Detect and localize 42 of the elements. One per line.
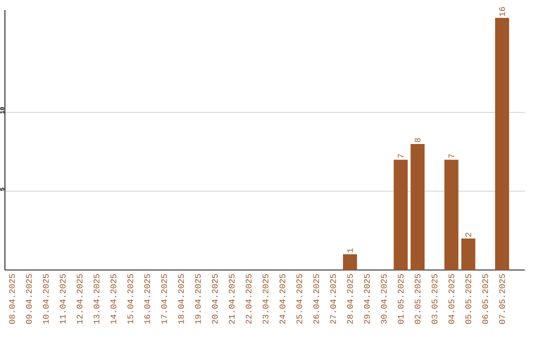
x-tick-label: 17.04.2025 [161,274,167,324]
bar [410,144,425,270]
x-tick-label: 15.04.2025 [127,274,134,324]
data-label: 16 [499,7,505,16]
x-tick-label: 10.04.2025 [42,274,49,324]
x-tick-label: 08.04.2025 [9,274,15,324]
x-tick-label: 03.05.2025 [432,274,438,324]
data-label: 7 [398,154,404,158]
x-tick-label: 21.04.2025 [228,274,235,324]
x-tick-label: 06.05.2025 [482,274,488,324]
x-tick-label: 28.04.2025 [347,274,353,324]
x-tick-label: 07.05.2025 [499,274,505,324]
x-tick-label: 11.04.2025 [60,274,66,324]
x-tick-label: 30.04.2025 [380,274,387,324]
x-tick-label: 29.04.2025 [364,274,370,324]
x-tick-label: 24.04.2025 [280,274,286,324]
bar [444,160,458,270]
data-label: 7 [448,154,454,158]
bar [343,254,357,270]
x-tick-label: 26.04.2025 [313,274,320,324]
x-tick-label: 02.05.2025 [414,274,420,324]
bar [461,238,476,270]
x-tick-label: 16.04.2025 [144,274,150,324]
x-tick-label: 20.04.2025 [212,274,218,324]
x-tick-label: 19.04.2025 [195,274,201,324]
x-tick-label: 12.04.2025 [76,274,82,324]
x-tick-label: 13.04.2025 [94,274,100,324]
bar [394,160,408,270]
data-label: 8 [414,138,420,142]
x-tick-label: 09.04.2025 [26,274,32,324]
x-tick-label: 14.04.2025 [110,274,116,324]
bar [495,18,510,270]
x-tick-label: 23.04.2025 [262,274,268,324]
x-tick-label: 25.04.2025 [296,274,302,324]
x-tick-label: 01.05.2025 [398,274,404,324]
x-tick-label: 27.04.2025 [330,274,336,324]
x-tick-label: 04.05.2025 [448,274,454,324]
data-label: 2 [465,232,472,237]
data-label: 1 [347,248,353,252]
x-tick-label: 18.04.2025 [178,274,184,324]
x-tick-label: 22.04.2025 [246,274,252,324]
x-tick-label: 05.05.2025 [465,274,472,324]
